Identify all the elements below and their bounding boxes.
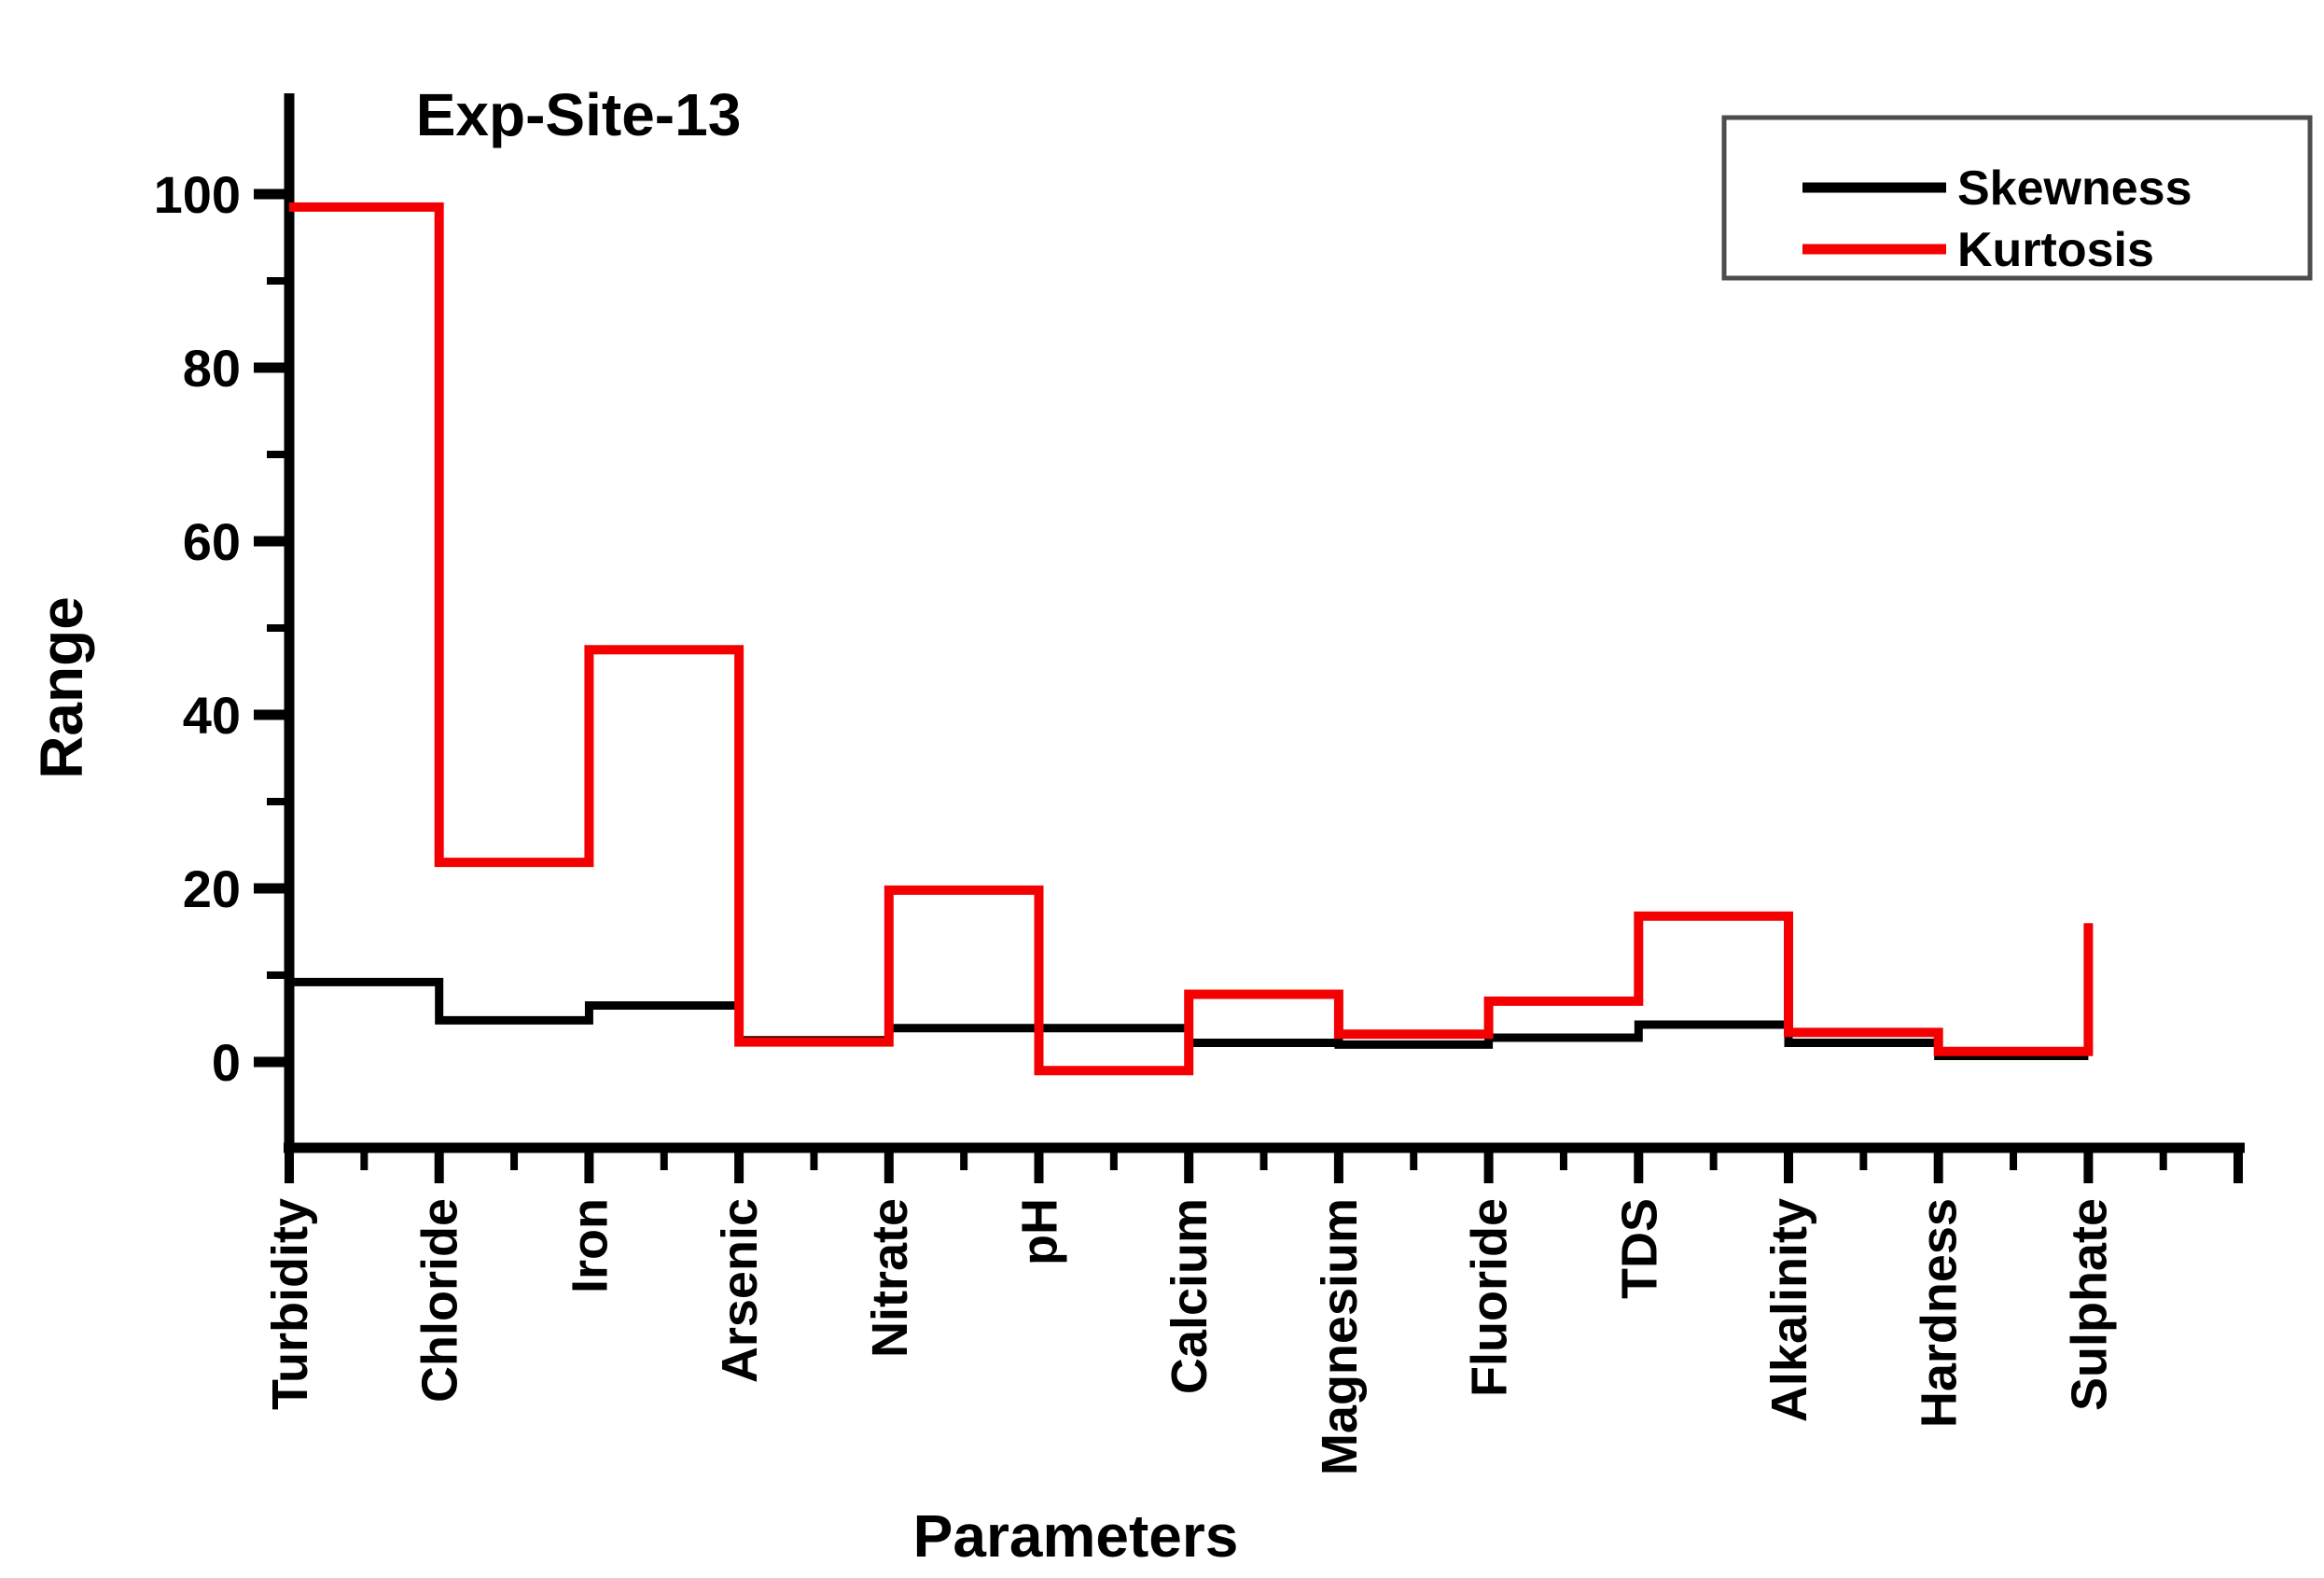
x-axis-label: Parameters: [913, 1502, 1239, 1570]
x-tick-label-arsenic: Arsenic: [712, 1198, 768, 1383]
x-tick-label-turbidity: Turbidity: [262, 1198, 318, 1410]
y-tick-label-60: 60: [183, 512, 241, 571]
legend-label-kurtosis: Kurtosis: [1957, 223, 2154, 277]
x-tick-label-ph: pH: [1012, 1198, 1068, 1265]
y-tick-label-100: 100: [154, 165, 241, 224]
y-tick-label-80: 80: [183, 339, 241, 398]
chart-title: Exp-Site-13: [416, 81, 742, 148]
x-tick-label-iron: Iron: [562, 1198, 618, 1293]
x-tick-label-alkalinity: Alkalinity: [1761, 1198, 1817, 1422]
x-tick-label-chloride: Chloride: [412, 1198, 468, 1403]
x-tick-label-nitrate: Nitrate: [862, 1198, 918, 1358]
x-tick-label-fluoride: Fluoride: [1462, 1198, 1518, 1397]
legend: Skewness Kurtosis: [1721, 115, 2313, 281]
x-tick-label-tds: TDS: [1611, 1198, 1667, 1299]
legend-label-skewness: Skewness: [1957, 161, 2192, 216]
y-axis-label: Range: [28, 596, 95, 779]
y-tick-label-40: 40: [183, 686, 241, 745]
x-tick-label-magnesium: Magnesium: [1312, 1198, 1368, 1475]
y-tick-label-0: 0: [212, 1033, 241, 1092]
y-tick-label-20: 20: [183, 859, 241, 918]
series-kurtosis-line: [289, 202, 2094, 1076]
data-series: [289, 202, 2094, 1076]
axis-ticks: 0 20 40 60 80 100 Turbidity Chloride Iron Arsenic…: [154, 165, 2243, 1475]
x-tick-label-hardness: Hardness: [1912, 1198, 1968, 1428]
x-tick-label-calcium: Calcium: [1162, 1198, 1218, 1394]
x-tick-label-sulphate: Sulphate: [2061, 1198, 2117, 1411]
